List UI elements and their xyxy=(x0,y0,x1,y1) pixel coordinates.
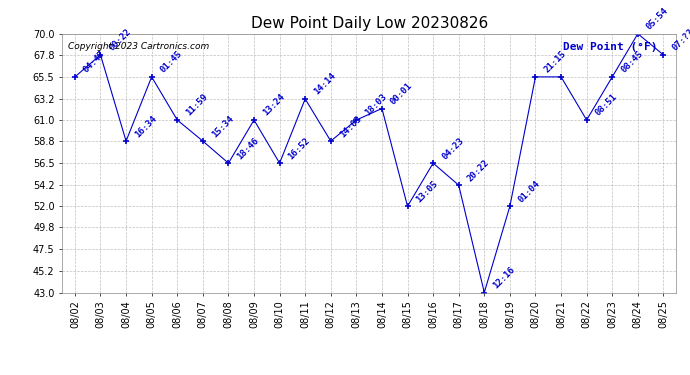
Text: 04:47: 04:47 xyxy=(82,50,107,75)
Text: 08:45: 08:45 xyxy=(619,50,644,75)
Text: 16:52: 16:52 xyxy=(286,136,312,161)
Text: 15:34: 15:34 xyxy=(210,114,235,139)
Text: 18:46: 18:46 xyxy=(235,136,261,161)
Text: 13:24: 13:24 xyxy=(261,93,286,118)
Text: 20:22: 20:22 xyxy=(466,158,491,183)
Text: 01:45: 01:45 xyxy=(159,50,184,75)
Text: 13:05: 13:05 xyxy=(415,179,440,204)
Text: 11:59: 11:59 xyxy=(184,93,210,118)
Text: 14:14: 14:14 xyxy=(312,71,337,97)
Text: 01:04: 01:04 xyxy=(517,179,542,204)
Text: 12:16: 12:16 xyxy=(491,265,517,290)
Title: Dew Point Daily Low 20230826: Dew Point Daily Low 20230826 xyxy=(250,16,488,31)
Text: 14:03: 14:03 xyxy=(337,114,363,139)
Text: 18:03: 18:03 xyxy=(364,93,388,118)
Text: 05:54: 05:54 xyxy=(644,6,670,32)
Text: 00:01: 00:01 xyxy=(389,81,414,106)
Text: Copyright 2023 Cartronics.com: Copyright 2023 Cartronics.com xyxy=(68,42,210,51)
Text: 00:22: 00:22 xyxy=(108,27,132,53)
Text: 07:??: 07:?? xyxy=(671,27,690,53)
Text: 16:34: 16:34 xyxy=(133,114,159,139)
Text: 21:15: 21:15 xyxy=(542,50,568,75)
Text: 08:51: 08:51 xyxy=(593,93,619,118)
Text: 04:23: 04:23 xyxy=(440,136,466,161)
Text: Dew Point (°F): Dew Point (°F) xyxy=(563,42,658,51)
